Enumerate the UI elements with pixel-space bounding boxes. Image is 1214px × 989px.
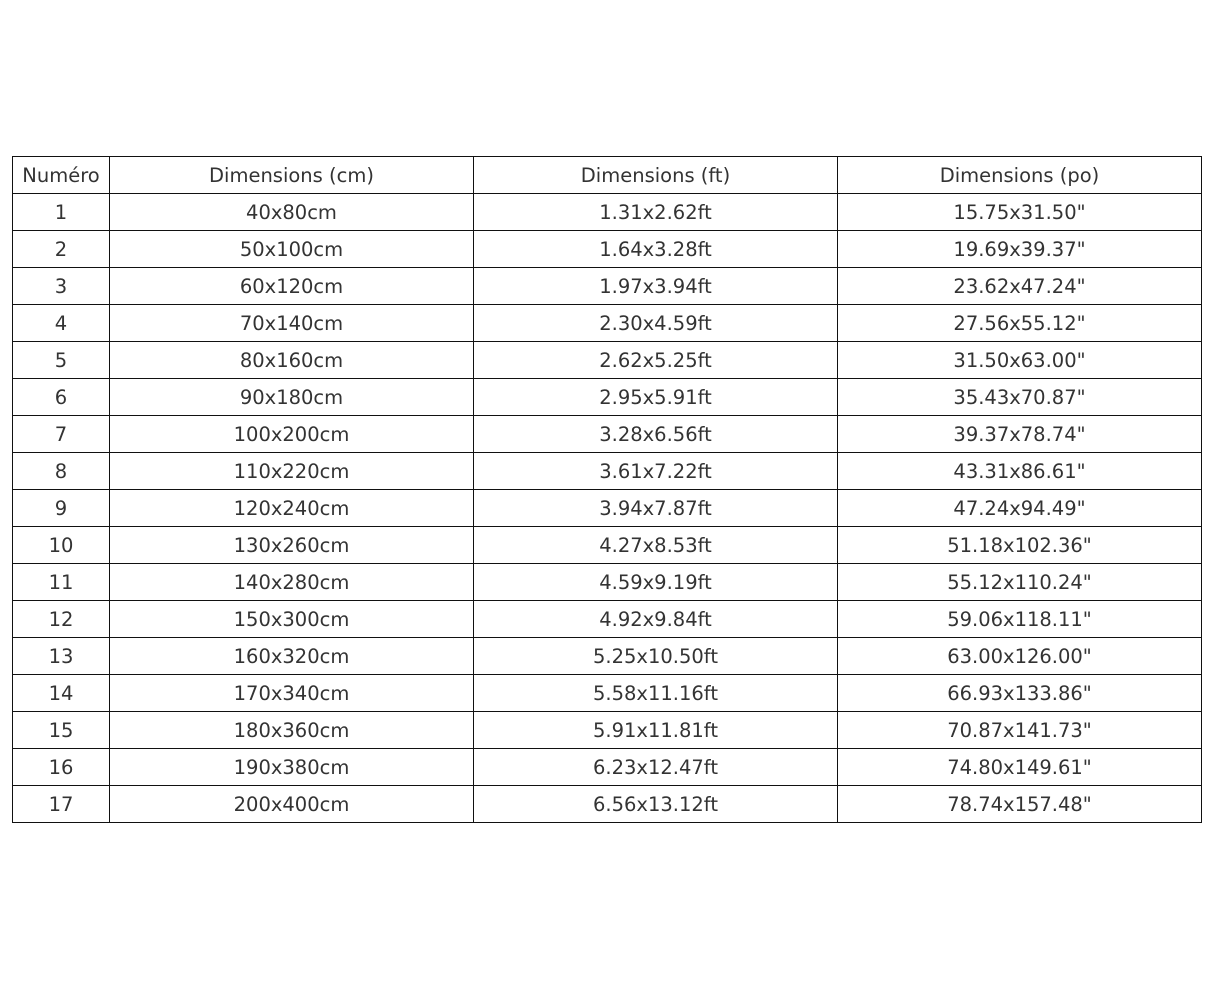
cell-dimensions-cm: 130x260cm [109, 526, 474, 564]
cell-dimensions-cm: 170x340cm [109, 674, 474, 712]
cell-number: 5 [12, 341, 110, 379]
cell-dimensions-ft: 2.62x5.25ft [473, 341, 838, 379]
header-number: Numéro [12, 156, 110, 194]
cell-dimensions-in: 35.43x70.87" [837, 378, 1202, 416]
table-row: 6 90x180cm 2.95x5.91ft 35.43x70.87" [12, 378, 1202, 416]
cell-dimensions-ft: 2.95x5.91ft [473, 378, 838, 416]
cell-dimensions-ft: 1.64x3.28ft [473, 230, 838, 268]
cell-dimensions-cm: 190x380cm [109, 748, 474, 786]
cell-dimensions-in: 55.12x110.24" [837, 563, 1202, 601]
cell-dimensions-in: 43.31x86.61" [837, 452, 1202, 490]
cell-dimensions-ft: 3.28x6.56ft [473, 415, 838, 453]
cell-dimensions-cm: 150x300cm [109, 600, 474, 638]
header-dimensions-in: Dimensions (po) [837, 156, 1202, 194]
cell-dimensions-ft: 3.61x7.22ft [473, 452, 838, 490]
cell-dimensions-ft: 5.25x10.50ft [473, 637, 838, 675]
cell-number: 13 [12, 637, 110, 675]
cell-dimensions-in: 31.50x63.00" [837, 341, 1202, 379]
table-row: 9 120x240cm 3.94x7.87ft 47.24x94.49" [12, 489, 1202, 527]
table-row: 11 140x280cm 4.59x9.19ft 55.12x110.24" [12, 563, 1202, 601]
cell-number: 17 [12, 785, 110, 823]
table-row: 14 170x340cm 5.58x11.16ft 66.93x133.86" [12, 674, 1202, 712]
cell-dimensions-ft: 6.23x12.47ft [473, 748, 838, 786]
cell-number: 16 [12, 748, 110, 786]
header-dimensions-cm: Dimensions (cm) [109, 156, 474, 194]
cell-number: 9 [12, 489, 110, 527]
cell-dimensions-cm: 120x240cm [109, 489, 474, 527]
cell-dimensions-in: 59.06x118.11" [837, 600, 1202, 638]
table-row: 10 130x260cm 4.27x8.53ft 51.18x102.36" [12, 526, 1202, 564]
cell-dimensions-in: 78.74x157.48" [837, 785, 1202, 823]
cell-dimensions-ft: 4.92x9.84ft [473, 600, 838, 638]
cell-dimensions-ft: 4.27x8.53ft [473, 526, 838, 564]
cell-dimensions-cm: 40x80cm [109, 193, 474, 231]
table-row: 16 190x380cm 6.23x12.47ft 74.80x149.61" [12, 748, 1202, 786]
table-row: 4 70x140cm 2.30x4.59ft 27.56x55.12" [12, 304, 1202, 342]
cell-dimensions-in: 51.18x102.36" [837, 526, 1202, 564]
cell-number: 3 [12, 267, 110, 305]
cell-dimensions-in: 70.87x141.73" [837, 711, 1202, 749]
cell-dimensions-cm: 50x100cm [109, 230, 474, 268]
cell-dimensions-ft: 5.58x11.16ft [473, 674, 838, 712]
cell-dimensions-ft: 3.94x7.87ft [473, 489, 838, 527]
table-row: 5 80x160cm 2.62x5.25ft 31.50x63.00" [12, 341, 1202, 379]
cell-dimensions-cm: 200x400cm [109, 785, 474, 823]
cell-dimensions-ft: 5.91x11.81ft [473, 711, 838, 749]
cell-number: 15 [12, 711, 110, 749]
cell-dimensions-cm: 100x200cm [109, 415, 474, 453]
cell-dimensions-in: 15.75x31.50" [837, 193, 1202, 231]
cell-dimensions-in: 47.24x94.49" [837, 489, 1202, 527]
cell-dimensions-in: 63.00x126.00" [837, 637, 1202, 675]
table-row: 8 110x220cm 3.61x7.22ft 43.31x86.61" [12, 452, 1202, 490]
cell-number: 11 [12, 563, 110, 601]
cell-number: 10 [12, 526, 110, 564]
table-row: 7 100x200cm 3.28x6.56ft 39.37x78.74" [12, 415, 1202, 453]
cell-dimensions-cm: 160x320cm [109, 637, 474, 675]
cell-number: 12 [12, 600, 110, 638]
cell-number: 7 [12, 415, 110, 453]
table-row: 13 160x320cm 5.25x10.50ft 63.00x126.00" [12, 637, 1202, 675]
cell-dimensions-cm: 90x180cm [109, 378, 474, 416]
cell-dimensions-cm: 140x280cm [109, 563, 474, 601]
cell-dimensions-cm: 80x160cm [109, 341, 474, 379]
cell-dimensions-ft: 4.59x9.19ft [473, 563, 838, 601]
cell-number: 2 [12, 230, 110, 268]
size-table: Numéro Dimensions (cm) Dimensions (ft) D… [12, 156, 1202, 823]
cell-number: 4 [12, 304, 110, 342]
cell-number: 6 [12, 378, 110, 416]
cell-dimensions-in: 27.56x55.12" [837, 304, 1202, 342]
cell-dimensions-ft: 2.30x4.59ft [473, 304, 838, 342]
cell-dimensions-in: 23.62x47.24" [837, 267, 1202, 305]
cell-dimensions-in: 39.37x78.74" [837, 415, 1202, 453]
table-row: 17 200x400cm 6.56x13.12ft 78.74x157.48" [12, 785, 1202, 823]
cell-dimensions-in: 74.80x149.61" [837, 748, 1202, 786]
table-row: 12 150x300cm 4.92x9.84ft 59.06x118.11" [12, 600, 1202, 638]
cell-dimensions-cm: 70x140cm [109, 304, 474, 342]
header-row: Numéro Dimensions (cm) Dimensions (ft) D… [12, 156, 1202, 194]
table-row: 1 40x80cm 1.31x2.62ft 15.75x31.50" [12, 193, 1202, 231]
table-row: 15 180x360cm 5.91x11.81ft 70.87x141.73" [12, 711, 1202, 749]
cell-dimensions-ft: 6.56x13.12ft [473, 785, 838, 823]
cell-number: 1 [12, 193, 110, 231]
cell-number: 8 [12, 452, 110, 490]
cell-number: 14 [12, 674, 110, 712]
table-row: 2 50x100cm 1.64x3.28ft 19.69x39.37" [12, 230, 1202, 268]
cell-dimensions-cm: 110x220cm [109, 452, 474, 490]
cell-dimensions-cm: 60x120cm [109, 267, 474, 305]
cell-dimensions-ft: 1.31x2.62ft [473, 193, 838, 231]
cell-dimensions-in: 19.69x39.37" [837, 230, 1202, 268]
cell-dimensions-cm: 180x360cm [109, 711, 474, 749]
cell-dimensions-ft: 1.97x3.94ft [473, 267, 838, 305]
cell-dimensions-in: 66.93x133.86" [837, 674, 1202, 712]
header-dimensions-ft: Dimensions (ft) [473, 156, 838, 194]
table-row: 3 60x120cm 1.97x3.94ft 23.62x47.24" [12, 267, 1202, 305]
